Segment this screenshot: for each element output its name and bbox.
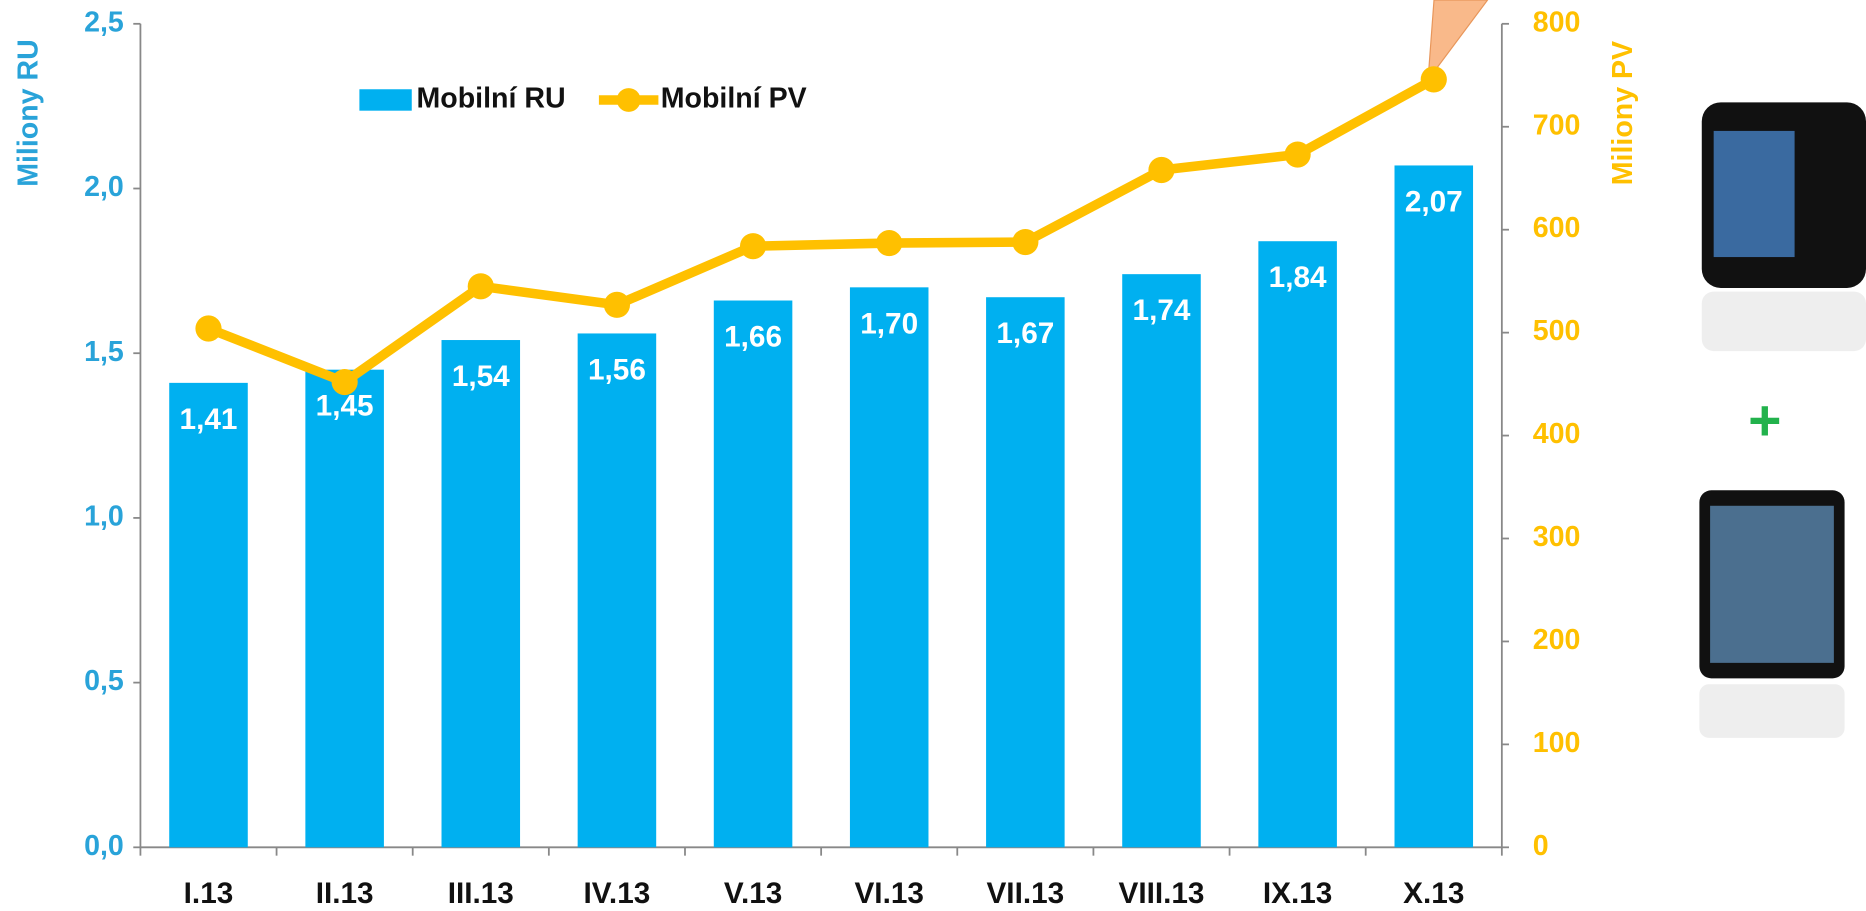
y2-tick-label: 300 — [1533, 521, 1581, 553]
y2-tick-label: 600 — [1533, 212, 1581, 244]
legend-label: Mobilní PV — [661, 83, 807, 115]
y-tick-label: 0,5 — [84, 665, 124, 697]
bar-value-label: 1,84 — [1269, 261, 1327, 294]
legend-swatch — [359, 89, 412, 111]
x-tick-label: IV.13 — [584, 877, 651, 910]
line-point — [195, 315, 222, 342]
y2-tick-label: 500 — [1533, 315, 1581, 347]
y2-tick-label: 100 — [1533, 727, 1581, 759]
bar — [1258, 241, 1337, 848]
legend-swatch — [616, 88, 641, 112]
y-tick-label: 0,0 — [84, 830, 124, 862]
legend-label: Mobilní RU — [417, 83, 566, 115]
callout — [1427, 0, 1489, 82]
y-tick-label: 1,0 — [84, 500, 124, 532]
y2-tick-label: 800 — [1533, 6, 1581, 38]
line-point — [467, 273, 494, 300]
bar — [169, 382, 248, 848]
x-tick-label: II.13 — [316, 877, 374, 910]
y2-axis-label: Miliony PV — [1607, 41, 1639, 185]
bar — [1122, 274, 1201, 848]
line-point — [876, 229, 903, 257]
line-point — [331, 368, 358, 396]
y2-tick-label: 200 — [1533, 624, 1581, 656]
bar-value-label: 1,66 — [724, 320, 782, 353]
line-point — [1420, 66, 1447, 93]
x-tick-label: I.13 — [184, 877, 234, 910]
line-point — [1148, 156, 1175, 184]
bar — [577, 333, 657, 848]
bar — [849, 287, 929, 848]
plus-sign: + — [1748, 389, 1781, 453]
y2-tick-label: 700 — [1533, 109, 1581, 141]
y-tick-label: 1,5 — [84, 336, 124, 368]
y2-tick-label: 400 — [1533, 418, 1581, 450]
bar — [305, 369, 384, 848]
x-tick-label: VI.13 — [854, 877, 923, 910]
phone-image — [1701, 102, 1866, 352]
bar-value-label: 2,07 — [1405, 185, 1463, 218]
y-tick-label: 2,5 — [84, 6, 124, 38]
x-tick-label: X.13 — [1403, 877, 1464, 910]
line-point — [1284, 141, 1311, 168]
x-tick-label: VII.13 — [986, 877, 1064, 910]
y2-tick-label: 0 — [1533, 830, 1549, 862]
bar — [441, 340, 521, 848]
x-tick-label: III.13 — [448, 877, 514, 910]
bar-value-label: 1,41 — [180, 403, 238, 436]
x-tick-label: VIII.13 — [1118, 877, 1204, 910]
line-point — [603, 291, 631, 318]
line — [206, 75, 1437, 387]
bar — [713, 300, 793, 848]
bar-value-label: 1,70 — [860, 307, 918, 340]
x-tick-label: IX.13 — [1263, 877, 1332, 910]
line-point — [739, 233, 767, 260]
bar-value-label: 1,56 — [588, 353, 646, 386]
line-point — [1012, 228, 1039, 256]
tablet-image — [1699, 490, 1845, 738]
bar-value-label: 1,67 — [996, 317, 1054, 350]
bar — [986, 297, 1065, 848]
bar-value-label: 1,74 — [1133, 294, 1191, 327]
y-tick-label: 2,0 — [84, 171, 124, 203]
x-tick-label: V.13 — [724, 877, 782, 910]
bar-value-label: 1,54 — [452, 360, 510, 393]
y-axis-label: Miliony RU — [12, 39, 44, 187]
bar — [1394, 165, 1474, 848]
